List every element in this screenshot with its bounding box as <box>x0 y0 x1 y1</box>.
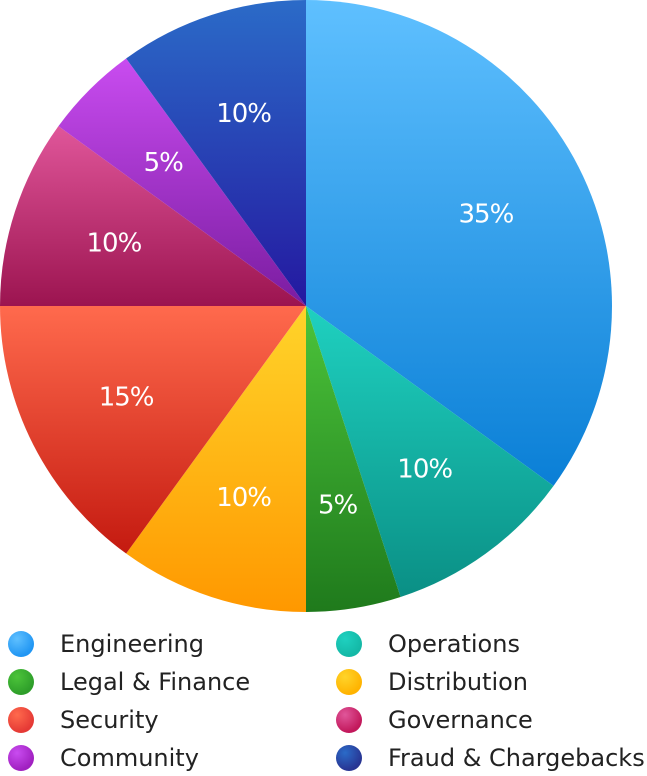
legend-item-distribution: Distribution <box>336 664 528 700</box>
slice-value-label: 5% <box>144 148 184 178</box>
legal-finance-swatch-icon <box>8 669 34 695</box>
operations-swatch-icon <box>336 631 362 657</box>
legend-label: Engineering <box>60 630 204 658</box>
governance-swatch-icon <box>336 707 362 733</box>
legend-label: Community <box>60 744 199 772</box>
slice-value-label: 5% <box>318 491 358 521</box>
community-swatch-icon <box>8 745 34 771</box>
pie-slice-community <box>58 58 306 306</box>
legend-label: Legal & Finance <box>60 668 251 696</box>
slice-value-label: 10% <box>216 483 271 513</box>
legend: Engineering Operations Legal & Finance D… <box>0 622 647 774</box>
legend-item-security: Security <box>8 702 159 738</box>
pie-slice-security <box>0 306 306 554</box>
fraud-chargebacks-swatch-icon <box>336 745 362 771</box>
legend-label: Operations <box>388 630 520 658</box>
slice-value-label: 10% <box>87 229 142 259</box>
slice-value-label: 35% <box>459 199 514 229</box>
legend-label: Fraud & Chargebacks <box>388 744 645 772</box>
legend-item-operations: Operations <box>336 626 520 662</box>
engineering-swatch-icon <box>8 631 34 657</box>
slice-value-label: 10% <box>397 454 452 484</box>
legend-label: Governance <box>388 706 533 734</box>
pie-slice-labels: 35% 10% 5% 10% 15% 10% 5% 10% <box>87 99 515 521</box>
pie-slice-operations <box>306 306 554 598</box>
legend-label: Security <box>60 706 159 734</box>
legend-item-governance: Governance <box>336 702 533 738</box>
legend-item-legal-finance: Legal & Finance <box>8 664 250 700</box>
pie-slice-fraud-chargebacks <box>126 0 306 306</box>
legend-item-fraud-chargebacks: Fraud & Chargebacks <box>336 740 645 776</box>
distribution-swatch-icon <box>336 669 362 695</box>
legend-item-engineering: Engineering <box>8 626 204 662</box>
pie-slice-distribution <box>126 306 306 612</box>
slice-value-label: 10% <box>216 99 271 129</box>
legend-label: Distribution <box>388 668 529 696</box>
slice-value-label: 15% <box>99 383 154 413</box>
pie-chart-svg: 35% 10% 5% 10% 15% 10% 5% 10% <box>0 0 612 612</box>
pie-slice-engineering <box>306 0 612 486</box>
pie-slices <box>0 0 612 612</box>
pie-slice-legal-finance <box>306 306 401 612</box>
legend-item-community: Community <box>8 740 199 776</box>
pie-slice-governance <box>0 126 306 306</box>
security-swatch-icon <box>8 707 34 733</box>
